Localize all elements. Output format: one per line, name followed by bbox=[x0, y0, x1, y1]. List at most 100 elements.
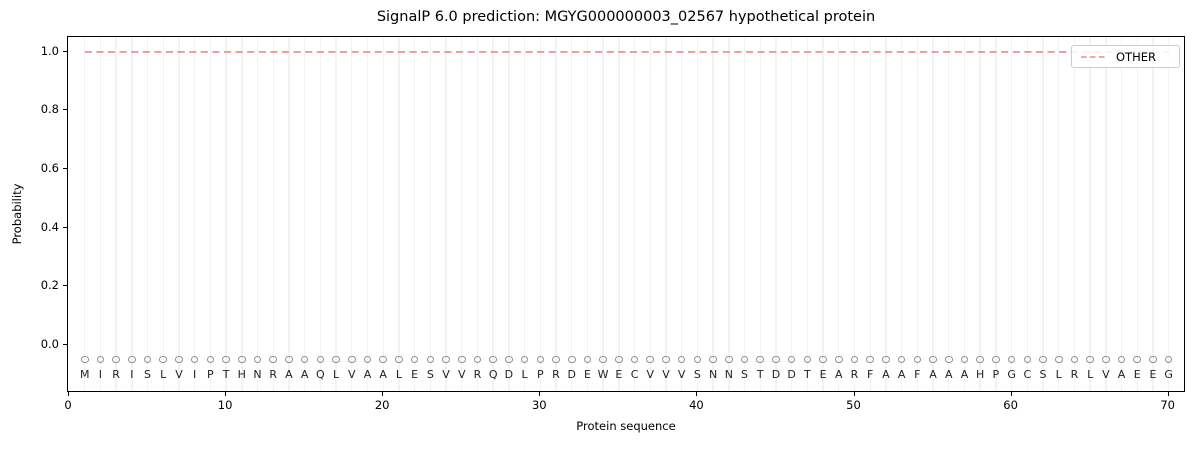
residue-letter: P bbox=[207, 368, 214, 382]
residue-marker bbox=[693, 355, 702, 364]
residue-letter: D bbox=[787, 368, 796, 382]
residue-marker bbox=[976, 355, 984, 364]
x-axis-label: Protein sequence bbox=[576, 419, 676, 433]
gridline bbox=[351, 37, 353, 391]
gridline bbox=[618, 37, 620, 391]
y-tick-label: 0.0 bbox=[40, 336, 59, 351]
gridline bbox=[853, 37, 856, 391]
residue-marker bbox=[740, 355, 749, 364]
x-tick-mark bbox=[539, 392, 541, 396]
residue-marker bbox=[929, 355, 937, 364]
gridline bbox=[1089, 37, 1091, 391]
residue-letter: A bbox=[835, 368, 843, 382]
residue-marker bbox=[1133, 355, 1142, 364]
residue-marker bbox=[646, 355, 655, 364]
residue-letter: L bbox=[160, 368, 167, 382]
y-tick-mark bbox=[63, 168, 67, 170]
gridline bbox=[1026, 37, 1028, 391]
residue-marker bbox=[1070, 355, 1079, 364]
residue-letter: V bbox=[442, 368, 450, 382]
chart-title: SignalP 6.0 prediction: MGYG000000003_02… bbox=[376, 9, 876, 25]
residue-letter: D bbox=[504, 368, 514, 382]
residue-marker bbox=[379, 355, 387, 364]
gridline bbox=[900, 37, 903, 391]
residue-letter: G bbox=[1007, 368, 1016, 382]
residue-marker bbox=[803, 355, 812, 364]
x-tick-label: 40 bbox=[689, 398, 704, 412]
residue-letter: D bbox=[567, 368, 576, 382]
gridline bbox=[806, 37, 809, 391]
residue-letter: H bbox=[976, 368, 985, 382]
residue-marker bbox=[316, 355, 325, 364]
residue-marker bbox=[80, 355, 89, 364]
gridline bbox=[429, 37, 432, 391]
residue-letter: A bbox=[379, 368, 387, 382]
residue-marker bbox=[677, 355, 686, 364]
residue-marker bbox=[944, 355, 953, 364]
residue-letter: L bbox=[521, 368, 528, 382]
residue-letter: R bbox=[552, 368, 560, 382]
residue-marker bbox=[332, 355, 340, 364]
residue-letter: L bbox=[1087, 368, 1094, 382]
gridline bbox=[272, 37, 274, 391]
residue-letter: C bbox=[630, 368, 639, 382]
residue-letter: N bbox=[724, 368, 733, 382]
gridline bbox=[131, 37, 133, 391]
residue-letter: L bbox=[332, 368, 340, 382]
gridline bbox=[743, 37, 746, 391]
gridline bbox=[366, 37, 369, 391]
residue-marker bbox=[819, 355, 827, 364]
gridline bbox=[319, 37, 322, 391]
y-axis-label: Probability bbox=[10, 183, 24, 245]
residue-letter: A bbox=[300, 368, 309, 382]
gridline bbox=[1120, 37, 1123, 391]
residue-letter: R bbox=[473, 368, 482, 382]
residue-letter: F bbox=[914, 368, 921, 382]
residue-letter: W bbox=[597, 368, 609, 382]
residue-letter: A bbox=[1117, 368, 1126, 382]
residue-marker bbox=[850, 355, 859, 364]
residue-letter: G bbox=[1164, 368, 1173, 382]
gridline bbox=[775, 37, 777, 391]
gridline bbox=[586, 37, 589, 391]
gridline bbox=[335, 37, 337, 391]
gridline bbox=[696, 37, 699, 391]
residue-letter: R bbox=[1070, 368, 1079, 382]
residue-letter: L bbox=[395, 368, 402, 382]
gridline bbox=[948, 37, 950, 391]
residue-marker bbox=[395, 355, 403, 364]
x-tick-mark bbox=[1010, 392, 1012, 396]
y-tick-mark bbox=[63, 285, 67, 287]
residue-letter: M bbox=[79, 368, 90, 382]
gridline bbox=[963, 37, 966, 391]
residue-letter: E bbox=[583, 368, 591, 382]
gridline bbox=[398, 37, 400, 391]
residue-marker bbox=[442, 355, 450, 364]
residue-letter: S bbox=[693, 368, 701, 382]
residue-letter: P bbox=[992, 368, 1000, 382]
residue-letter: A bbox=[960, 368, 969, 382]
residue-marker bbox=[1086, 355, 1094, 364]
gridline bbox=[680, 37, 683, 391]
residue-letter: V bbox=[1102, 368, 1110, 382]
residue-marker bbox=[1149, 355, 1157, 364]
gridline bbox=[1136, 37, 1138, 391]
residue-marker bbox=[897, 355, 906, 364]
y-tick-mark bbox=[63, 226, 67, 228]
residue-letter: S bbox=[741, 368, 748, 382]
residue-letter: E bbox=[411, 368, 419, 382]
residue-marker bbox=[222, 355, 230, 364]
gridline bbox=[492, 37, 494, 391]
legend-dashed-line-icon bbox=[1081, 55, 1107, 58]
residue-marker bbox=[253, 355, 262, 364]
residue-marker bbox=[489, 355, 497, 364]
x-tick-label: 30 bbox=[531, 398, 547, 412]
gridline bbox=[209, 37, 212, 391]
gridline bbox=[1010, 37, 1013, 391]
residue-letter: A bbox=[285, 368, 293, 382]
y-tick-label: 0.8 bbox=[40, 102, 59, 117]
gridline bbox=[759, 37, 761, 391]
residue-marker bbox=[834, 355, 843, 364]
residue-marker bbox=[347, 355, 356, 364]
